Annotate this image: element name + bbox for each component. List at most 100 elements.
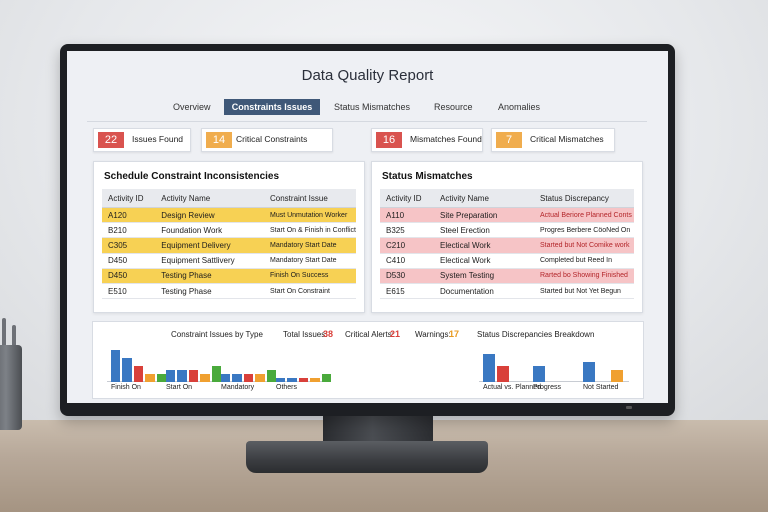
table-row[interactable]: D450 Testing Phase Finish On Success bbox=[102, 268, 356, 284]
x-tick-label: Actual vs. Planned bbox=[483, 384, 541, 391]
tab-overview[interactable]: Overview bbox=[173, 102, 211, 112]
x-tick-label: Start On bbox=[166, 384, 193, 391]
table-row[interactable]: B325 Steel Erection Progres Berbere CöoNed… bbox=[380, 222, 634, 239]
chart-bar bbox=[310, 378, 320, 382]
cell-issue: Started but Not Yet Begun bbox=[534, 283, 634, 300]
chart-bar bbox=[483, 354, 495, 382]
tab-divider bbox=[87, 121, 647, 122]
cell-activity-id: C210 bbox=[380, 237, 434, 254]
cell-issue: Start On & Finish in Conflict bbox=[264, 222, 356, 239]
cell-activity-id: B210 bbox=[102, 222, 156, 239]
chart-bar bbox=[211, 366, 221, 382]
warnings-label: Warnings: bbox=[415, 330, 451, 339]
cell-activity-name: Testing Phase bbox=[155, 268, 264, 284]
cell-issue: Mandatory Start Date bbox=[264, 253, 356, 269]
column-header-activity-name[interactable]: Activity Name bbox=[155, 189, 264, 208]
summary-card-issues[interactable]: 22 Issues Found bbox=[93, 128, 191, 152]
table-row[interactable]: C305 Equipment Delivery Mandatory Start Da… bbox=[102, 237, 356, 254]
cell-activity-id: C410 bbox=[380, 253, 434, 269]
cell-activity-name: Electical Work bbox=[434, 237, 534, 254]
status-panel: Status Mismatches Activity ID Activity N… bbox=[371, 161, 643, 313]
status-chart-x-labels: Actual vs. Planned Progress Not Started bbox=[479, 384, 629, 396]
cell-issue: Rarted bo Showing Finished bbox=[534, 268, 634, 284]
cell-activity-id: A110 bbox=[380, 207, 434, 224]
constraints-table: Activity ID Activity Name Constraint Iss… bbox=[102, 189, 356, 300]
cell-issue: Start On Constraint bbox=[264, 283, 356, 300]
status-panel-title: Status Mismatches bbox=[382, 171, 473, 182]
tab-status-mismatches[interactable]: Status Mismatches bbox=[334, 102, 411, 112]
chart-bar bbox=[611, 370, 623, 382]
table-row[interactable]: A120 Design Review Must Unmutation Worker bbox=[102, 207, 356, 224]
cell-activity-id: E510 bbox=[102, 283, 156, 300]
column-header-constraint-issue[interactable]: Constraint Issue bbox=[264, 189, 356, 208]
constraints-panel: Schedule Constraint Inconsistencies Acti… bbox=[93, 161, 365, 313]
table-row[interactable]: E615 Documentation Started but Not Yet Beg… bbox=[380, 283, 634, 300]
tab-anomalies[interactable]: Anomalies bbox=[498, 102, 541, 112]
table-row[interactable]: C410 Electical Work Completed but Reed In bbox=[380, 253, 634, 269]
x-tick-label: Others bbox=[276, 384, 298, 391]
status-chart-title: Status Discrepancies Breakdown bbox=[477, 330, 595, 339]
chart-bar bbox=[298, 378, 309, 382]
constraint-issues-chart bbox=[107, 342, 331, 382]
tab-constraints-issues[interactable]: Constraints Issues bbox=[224, 99, 320, 115]
page-title: Data Quality Report bbox=[301, 67, 434, 84]
constraint-chart-x-labels: Finish On Start On Mandatory Others bbox=[107, 384, 327, 396]
cell-activity-name: Equipment Delivery bbox=[155, 237, 264, 254]
summary-card-critical-constraints[interactable]: 14 Critical Constraints bbox=[201, 128, 333, 152]
table-row[interactable]: E510 Testing Phase Start On Constraint bbox=[102, 283, 356, 300]
critical-constraints-count: 14 bbox=[206, 132, 232, 148]
mismatches-label: Mismatches Found bbox=[410, 134, 482, 144]
chart-bar bbox=[255, 374, 265, 382]
cell-issue: Finish On Success bbox=[264, 268, 356, 284]
table-row[interactable]: B210 Foundation Work Start On & Finish in … bbox=[102, 222, 356, 239]
cell-activity-name: Electical Work bbox=[434, 253, 534, 269]
cell-activity-name: Design Review bbox=[155, 207, 264, 224]
column-header-status-discrepancy[interactable]: Status Discrepancy bbox=[534, 189, 634, 208]
issues-label: Issues Found bbox=[132, 134, 184, 144]
chart-bar bbox=[177, 370, 187, 382]
chart-bar bbox=[497, 366, 509, 382]
column-header-activity-id[interactable]: Activity ID bbox=[380, 189, 434, 208]
cell-activity-id: B325 bbox=[380, 222, 434, 239]
cell-issue: Progres Berbere CöoNed On bbox=[534, 222, 634, 239]
cell-activity-id: C305 bbox=[102, 237, 156, 254]
warnings-value: 17 bbox=[449, 329, 460, 339]
summary-charts-panel: Constraint Issues by Type Total Issues: … bbox=[92, 321, 644, 399]
critical-mismatches-label: Critical Mismatches bbox=[530, 134, 604, 144]
status-discrepancies-chart bbox=[479, 342, 629, 382]
cell-activity-id: E615 bbox=[380, 283, 434, 300]
x-tick-label: Progress bbox=[533, 384, 562, 391]
table-row[interactable]: A110 Site Preparation Actual Beriore Plann… bbox=[380, 207, 634, 224]
column-header-activity-id[interactable]: Activity ID bbox=[102, 189, 156, 208]
tab-resource[interactable]: Resource bbox=[434, 102, 473, 112]
chart-axis bbox=[479, 381, 629, 382]
constraints-panel-title: Schedule Constraint Inconsistencies bbox=[104, 171, 280, 182]
chart-bar bbox=[111, 350, 121, 382]
table-row[interactable]: D450 Equipment Sattlivery Mandatory Start … bbox=[102, 253, 356, 269]
chart-bar bbox=[145, 374, 155, 382]
table-row[interactable]: C210 Electical Work Started but Not Comike… bbox=[380, 237, 634, 254]
table-row[interactable]: D530 System Testing Rarted bo Showing Fini… bbox=[380, 268, 634, 284]
pen-holder bbox=[0, 345, 22, 430]
cell-activity-name: Steel Erection bbox=[434, 222, 534, 239]
chart-bar bbox=[188, 370, 199, 382]
chart-bar bbox=[266, 370, 276, 382]
chart-bar bbox=[287, 378, 297, 382]
summary-card-mismatches[interactable]: 16 Mismatches Found bbox=[371, 128, 483, 152]
x-tick-label: Mandatory bbox=[221, 384, 255, 391]
cell-activity-id: D450 bbox=[102, 253, 156, 269]
cell-activity-name: Equipment Sattlivery bbox=[155, 253, 264, 269]
column-header-activity-name[interactable]: Activity Name bbox=[434, 189, 534, 208]
chart-bar bbox=[133, 366, 144, 382]
cell-issue: Mandatory Start Date bbox=[264, 237, 356, 254]
chart-bar bbox=[243, 374, 254, 382]
cell-activity-name: Site Preparation bbox=[434, 207, 534, 224]
chart-bar bbox=[276, 378, 286, 382]
x-tick-label: Not Started bbox=[583, 384, 619, 391]
chart-bar bbox=[583, 362, 595, 382]
tab-bar: Overview Constraints Issues Status Misma… bbox=[67, 99, 668, 121]
cell-activity-id: D450 bbox=[102, 268, 156, 284]
chart-bar bbox=[166, 370, 176, 382]
chart-bar bbox=[221, 374, 231, 382]
summary-card-critical-mismatches[interactable]: 7 Critical Mismatches bbox=[491, 128, 615, 152]
